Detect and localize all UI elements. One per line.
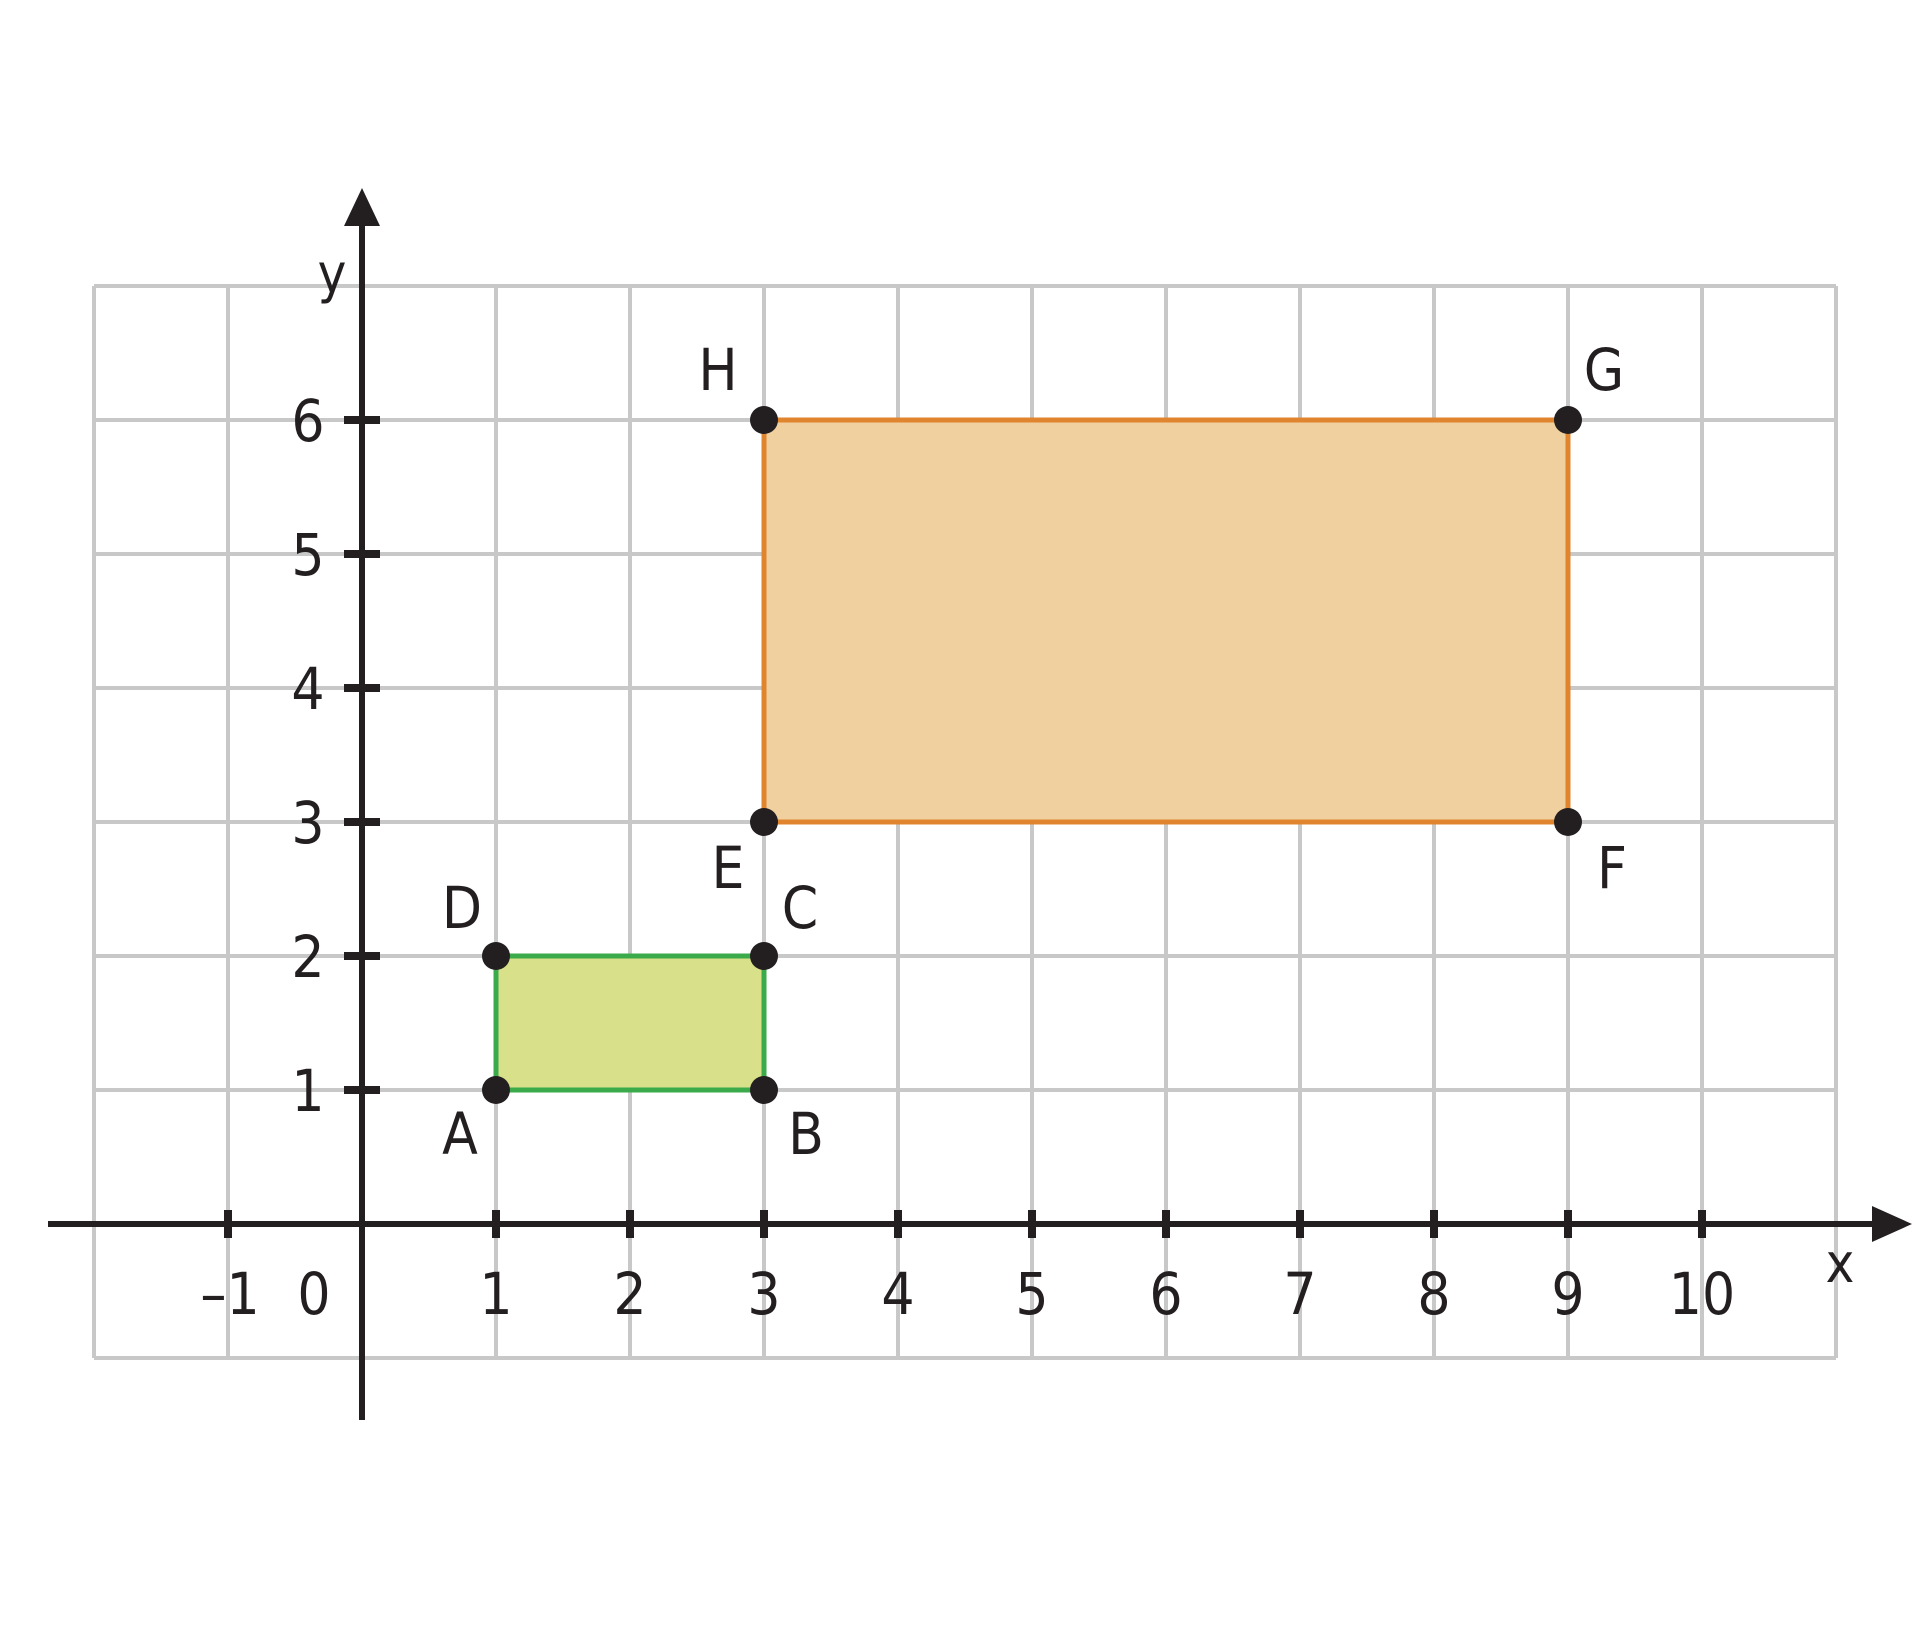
vertex-label-e: E	[712, 834, 745, 902]
x-tick-label: 1	[479, 1260, 512, 1328]
y-tick-label: 2	[291, 923, 324, 991]
y-tick-label: 3	[291, 789, 324, 857]
vertex-point-f	[1554, 808, 1582, 836]
rectangles	[493, 417, 1571, 1093]
vertex-label-h: H	[698, 336, 737, 404]
x-axis-label: x	[1826, 1232, 1855, 1295]
x-tick-label: 2	[613, 1260, 646, 1328]
x-tick-label: 5	[1015, 1260, 1048, 1328]
vertex-point-b	[750, 1076, 778, 1104]
vertex-point-h	[750, 406, 778, 434]
vertex-point-c	[750, 942, 778, 970]
y-tick-label: 4	[291, 655, 324, 723]
x-tick-label: 3	[747, 1260, 780, 1328]
x-tick-label: 0	[297, 1260, 330, 1328]
vertex-point-e	[750, 808, 778, 836]
x-tick-label: 9	[1551, 1260, 1584, 1328]
vertex-point-g	[1554, 406, 1582, 434]
vertex-label-a: A	[442, 1100, 478, 1168]
x-tick-label: 6	[1149, 1260, 1182, 1328]
vertex-label-b: B	[788, 1100, 824, 1168]
x-tick-label: –1	[200, 1260, 259, 1328]
x-tick-label: 4	[881, 1260, 914, 1328]
vertex-label-d: D	[442, 874, 482, 942]
axis-ticks: –1 0 1 2 3 4 5 6 7 8 9 10 1 2 3 4 5 6	[200, 387, 1735, 1328]
x-tick-label: 8	[1417, 1260, 1450, 1328]
y-axis-label: y	[318, 242, 347, 305]
x-axis-arrow-icon	[1872, 1206, 1912, 1242]
vertex-label-c: C	[782, 874, 818, 942]
vertex-point-d	[482, 942, 510, 970]
vertex-label-f: F	[1597, 834, 1627, 902]
x-tick-label: 7	[1283, 1260, 1316, 1328]
vertex-label-g: G	[1584, 336, 1624, 404]
y-axis-arrow-icon	[344, 188, 380, 226]
rectangle-abcd	[493, 953, 767, 1093]
rectangle-efgh	[761, 417, 1571, 825]
vertex-points: A B C D E F G H	[442, 336, 1627, 1168]
y-tick-label: 6	[291, 387, 324, 455]
vertex-point-a	[482, 1076, 510, 1104]
y-tick-label: 1	[291, 1057, 324, 1125]
x-tick-label: 10	[1669, 1260, 1735, 1328]
y-tick-label: 5	[291, 521, 324, 589]
